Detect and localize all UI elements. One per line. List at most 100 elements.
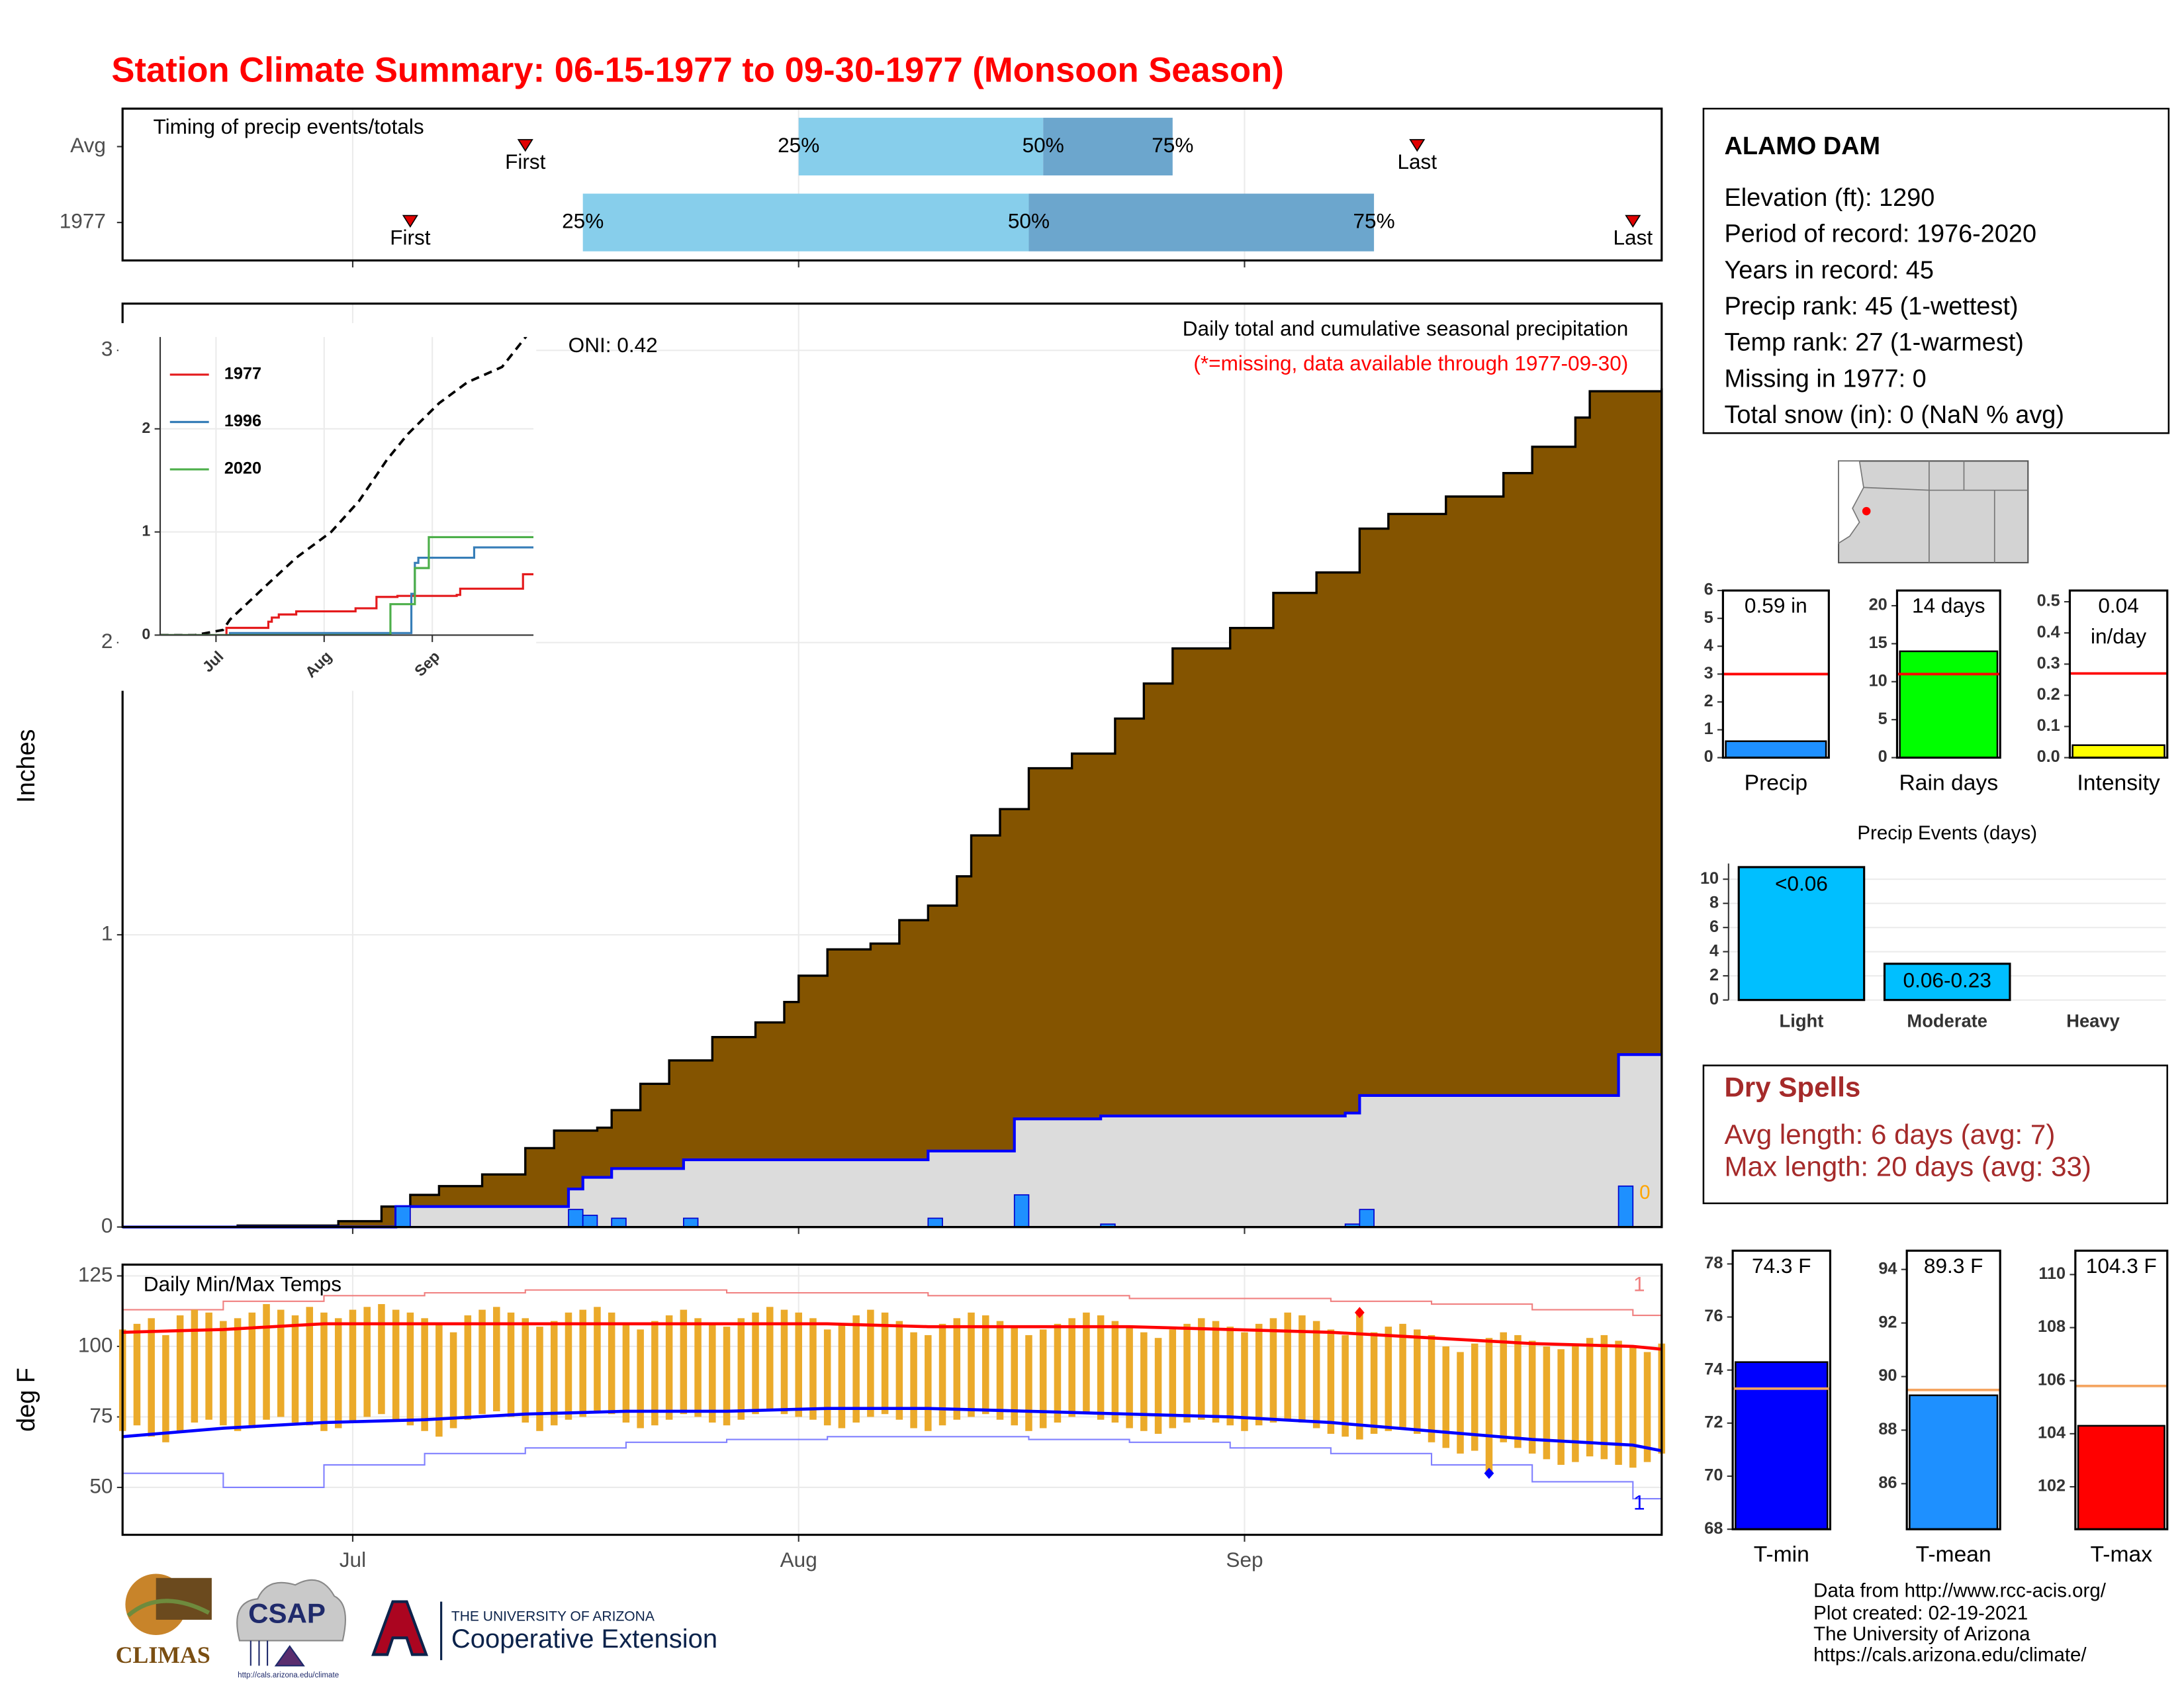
daily-temp-bar [795, 1312, 802, 1417]
daily-temp-bar [1212, 1321, 1220, 1423]
last-label: Last [1613, 226, 1653, 250]
y-tick-label: 110 [2038, 1264, 2066, 1283]
quartile-label: 75% [1353, 209, 1395, 232]
y-tick-label: 5 [1878, 710, 1888, 728]
y-tick-label: 4 [1709, 941, 1719, 960]
y-tick-label: 0 [142, 626, 150, 643]
value-bar [1899, 650, 1999, 759]
daily-temp-bar [1428, 1335, 1435, 1442]
station-line: Years in record: 45 [1724, 256, 1933, 284]
series-line [160, 536, 534, 635]
y-tick-label: 0 [1704, 747, 1713, 766]
daily-temp-bar [1356, 1312, 1363, 1440]
csap-url: http://cals.arizona.edu/climate [238, 1671, 339, 1679]
chart-title: Precip Events (days) [1857, 822, 2037, 844]
y-tick-label: 102 [2038, 1477, 2066, 1495]
chart-subtitle: (*=missing, data available through 1977-… [1193, 352, 1628, 375]
y-tick-label: 0.0 [2037, 747, 2060, 766]
y-tick-label: 75 [89, 1403, 113, 1427]
daily-temp-bar [1500, 1332, 1507, 1442]
daily-temp-bar [1629, 1346, 1637, 1468]
dry-spells-box [1702, 1064, 2169, 1205]
csap-text: CSAP [248, 1598, 326, 1629]
y-axis-label: deg F [13, 1368, 40, 1432]
daily-precip-bar [927, 1217, 943, 1228]
daily-temp-bar [493, 1307, 500, 1411]
y-tick-label: 6 [1709, 917, 1719, 936]
y-tick-label: 8 [1709, 893, 1719, 912]
series-line [160, 337, 527, 635]
daily-temp-bar [334, 1318, 342, 1429]
y-tick-label: 94 [1878, 1259, 1897, 1278]
quartile-label: 50% [1023, 133, 1064, 157]
station-line: Elevation (ft): 1290 [1724, 184, 1934, 212]
record-marker [1484, 1468, 1494, 1479]
daily-temp-bar [191, 1309, 199, 1423]
daily-temp-bar [823, 1329, 831, 1426]
daily-temp-bar [1485, 1338, 1493, 1474]
climas-logo: CLIMAS [116, 1573, 212, 1668]
normal-min-line [122, 1407, 1662, 1452]
daily-temp-bar [1643, 1352, 1651, 1462]
daily-temp-bar [306, 1307, 314, 1426]
daily-temp-bar [1615, 1340, 1622, 1465]
daily-precip-bar [1359, 1209, 1375, 1228]
daily-temp-bar [1385, 1327, 1392, 1431]
daily-temp-bar [1097, 1315, 1105, 1420]
daily-temp-bar [1083, 1312, 1090, 1415]
y-tick-label: 90 [1878, 1366, 1897, 1385]
value-label: 0.04 in/day [2090, 594, 2147, 649]
y-tick-label: 86 [1878, 1474, 1897, 1492]
value-bar [2077, 1425, 2165, 1530]
daily-temp-bar [248, 1312, 256, 1429]
daily-temp-bar [1111, 1321, 1119, 1423]
first-marker [402, 214, 418, 228]
x-tick-label: Moderate [1907, 1011, 1987, 1031]
daily-temp-bar [1414, 1329, 1421, 1434]
daily-temp-bar [766, 1307, 774, 1411]
daily-temp-bar [406, 1312, 414, 1426]
logo-shape [371, 1600, 429, 1656]
y-tick-label: 92 [1878, 1313, 1897, 1331]
record-low-line [122, 1436, 1662, 1500]
station-dot [1862, 506, 1871, 516]
value-label-box: 0.59 in [1745, 594, 1807, 618]
y-tick-label: 3 [1704, 664, 1713, 682]
value-label: 104.3 F [2085, 1254, 2157, 1279]
daily-temp-bar [1068, 1318, 1075, 1417]
first-label: First [505, 150, 546, 173]
daily-temp-bar [622, 1323, 630, 1423]
y-tick-label: 100 [78, 1333, 113, 1356]
daily-temp-bar [320, 1312, 328, 1431]
y-tick-label: 0 [1878, 747, 1888, 766]
x-axis-label: T-min [1754, 1542, 1809, 1567]
y-tick-label: 1 [142, 522, 150, 539]
daily-temp-bar [464, 1315, 472, 1420]
bar-label: 0.06-0.23 [1903, 968, 1991, 992]
y-tick-label: 78 [1704, 1254, 1723, 1272]
station-line: Total snow (in): 0 (NaN % avg) [1724, 401, 2064, 429]
daily-temp-bar [1600, 1335, 1608, 1460]
credit-line: The University of Arizona [1813, 1623, 2030, 1645]
daily-temp-bar [1039, 1329, 1047, 1429]
x-axis-label: T-max [2091, 1542, 2153, 1567]
x-tick-label: Aug [780, 1548, 817, 1571]
value-bar [1909, 1394, 1999, 1530]
daily-temp-bar [809, 1318, 817, 1420]
logo-shape [236, 1579, 346, 1642]
row-label: 1977 [60, 209, 106, 232]
quartile-label: 25% [778, 133, 819, 157]
daily-temp-bar [349, 1309, 357, 1423]
daily-temp-bar [1269, 1318, 1277, 1423]
record-high-line [122, 1289, 1662, 1319]
daily-temp-bar [709, 1323, 716, 1423]
value-bar [1735, 1361, 1829, 1530]
station-box [1702, 107, 2170, 434]
y-tick-label: 2 [142, 419, 150, 436]
daily-temp-bar [637, 1329, 644, 1429]
logo-divider [440, 1601, 443, 1660]
daily-precip-bar [395, 1205, 411, 1228]
value-label: 89.3 F [1923, 1254, 1983, 1279]
daily-temp-bar [996, 1321, 1004, 1420]
